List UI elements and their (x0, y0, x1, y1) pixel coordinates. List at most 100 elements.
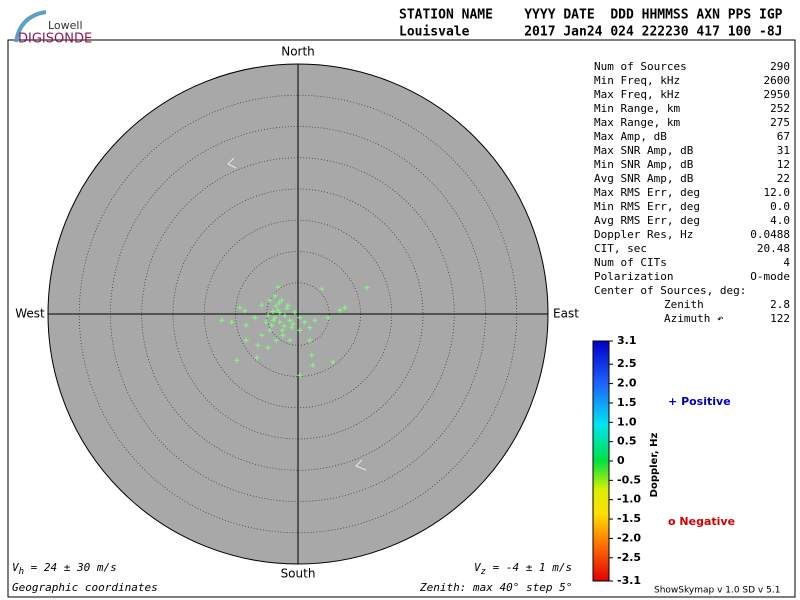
west-label: West (15, 307, 45, 321)
stat-value: 4 (783, 256, 790, 269)
source-point (290, 321, 296, 327)
legend-positive: + Positive (668, 395, 731, 408)
coords: Geographic coordinates (12, 581, 158, 594)
logo-brand: DIGISONDE (18, 32, 92, 47)
source-point (281, 323, 287, 329)
source-point (297, 372, 303, 378)
source-point (269, 322, 275, 328)
source-point (337, 307, 343, 313)
stat-label: Max SNR Amp, dB (594, 144, 694, 157)
source-point (277, 319, 283, 325)
stat-label: Min RMS Err, deg (594, 200, 700, 213)
source-point (254, 355, 260, 361)
zenith-note: Zenith: max 40° step 5° (419, 581, 572, 594)
source-point (280, 332, 286, 338)
source-point (273, 337, 279, 343)
colorbar-tick-label: 2.5 (617, 357, 637, 370)
source-point (342, 305, 348, 311)
logo-top: Lowell (48, 19, 83, 32)
stat-label: Min Range, km (594, 102, 680, 115)
version: ShowSkymap v 1.0 SD v 5.1 (654, 586, 780, 596)
center-value: 122 (770, 312, 790, 325)
north-label: North (281, 45, 315, 59)
stat-value: 20.48 (757, 242, 790, 255)
stat-value: 2600 (764, 74, 791, 87)
colorbar-tick-label: -2.5 (617, 551, 641, 564)
source-point (307, 325, 313, 331)
source-point (219, 317, 225, 323)
source-point (263, 319, 269, 325)
source-point (279, 327, 285, 333)
colorbar-tick-label: 0 (617, 454, 625, 467)
source-point (229, 319, 235, 325)
source-point (292, 309, 298, 315)
logo-swoosh (14, 10, 47, 43)
stat-label: Max Amp, dB (594, 130, 667, 143)
source-point (302, 319, 308, 325)
stat-value: 4.0 (770, 214, 790, 227)
source-point (265, 312, 271, 318)
header-labels: STATION NAME YYYY DATE DDD HHMMSS AXN PP… (399, 8, 783, 23)
stat-value: 0.0488 (750, 228, 790, 241)
colorbar-tick-label: 0.5 (617, 435, 637, 448)
vz: Vz = -4 ± 1 m/s (474, 561, 572, 577)
colorbar-tick-label: 2.0 (617, 377, 637, 390)
colorbar (592, 340, 610, 582)
center-title: Center of Sources, deg: (594, 284, 746, 297)
stat-value: 12.0 (764, 186, 791, 199)
stat-value: 252 (770, 102, 790, 115)
source-point (282, 313, 288, 319)
source-point (297, 327, 303, 333)
source-point (272, 293, 278, 299)
source-point (242, 308, 248, 314)
source-point (270, 309, 276, 314)
colorbar-tick-label: -1.0 (617, 493, 641, 506)
source-point (310, 362, 316, 368)
source-point (243, 322, 249, 328)
stat-label: Num of Sources (594, 60, 687, 73)
source-point (279, 297, 285, 303)
stat-label: Min Freq, kHz (594, 74, 680, 87)
stat-value: 290 (770, 60, 790, 73)
source-point (265, 345, 271, 351)
frame (7, 39, 796, 598)
stat-label: Num of CITs (594, 256, 667, 269)
source-point (285, 302, 291, 308)
colorbar-tick-label: 1.5 (617, 396, 637, 409)
stat-value: 67 (777, 130, 790, 143)
source-point (276, 300, 282, 306)
source-point (267, 327, 273, 333)
source-point (325, 315, 331, 321)
source-point (309, 352, 315, 358)
source-point (287, 317, 293, 323)
stat-label: Max RMS Err, deg (594, 186, 700, 199)
source-point (237, 305, 243, 311)
source-point (243, 337, 249, 343)
colorbar-tick-label: -0.5 (617, 473, 641, 486)
center-value: 2.8 (770, 298, 790, 311)
source-point (273, 303, 279, 309)
south-label: South (281, 567, 316, 581)
source-point (271, 317, 277, 323)
angle-mark (355, 459, 367, 471)
source-point (267, 297, 273, 303)
source-point (319, 286, 325, 292)
stat-value: 31 (777, 144, 790, 157)
east-label: East (553, 307, 579, 321)
colorbar-tick-label: 3.1 (617, 334, 637, 347)
source-point (330, 359, 336, 365)
center-label: Zenith (664, 298, 704, 311)
source-point (252, 315, 258, 321)
vh: Vh = 24 ± 30 m/s (12, 561, 117, 577)
legend-negative: o Negative (668, 515, 735, 528)
colorbar-tick-label: -3.1 (617, 574, 641, 587)
stat-label: Max Range, km (594, 116, 680, 129)
source-point (364, 285, 370, 291)
colorbar-tick-label: 1.0 (617, 415, 637, 428)
stat-value: O-mode (750, 270, 790, 283)
source-point (234, 357, 240, 363)
stat-label: Avg RMS Err, deg (594, 214, 700, 227)
stat-label: Avg SNR Amp, dB (594, 172, 694, 185)
source-point (284, 305, 290, 311)
stat-label: CIT, sec (594, 242, 647, 255)
